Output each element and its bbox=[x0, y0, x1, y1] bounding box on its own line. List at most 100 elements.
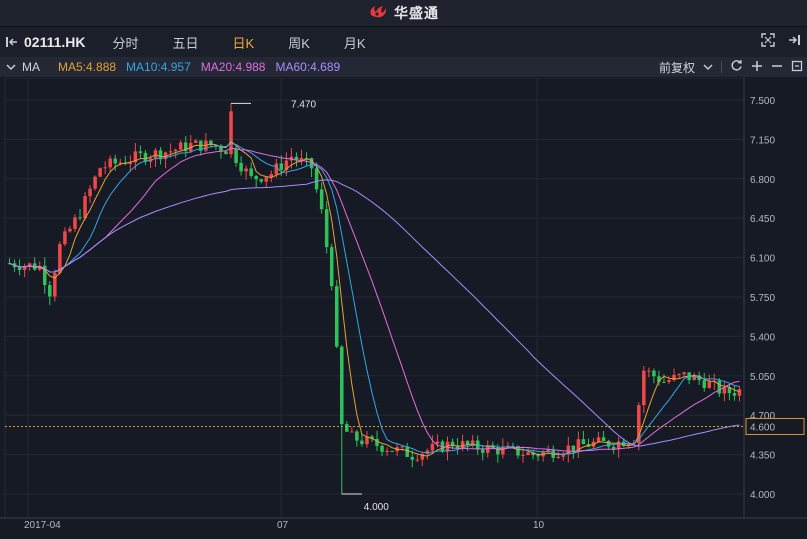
adjust-chevron-down-icon[interactable] bbox=[703, 60, 713, 74]
candle-body bbox=[209, 140, 213, 146]
candle-body bbox=[410, 456, 415, 460]
candle bbox=[642, 366, 646, 414]
chart-annotations: 4.600 7.470 4.000 bbox=[5, 99, 805, 513]
candle bbox=[410, 450, 415, 468]
y-tick-label: 7.500 bbox=[750, 96, 775, 107]
candle-body bbox=[48, 285, 52, 297]
candle-body bbox=[637, 405, 641, 443]
candle-body bbox=[496, 447, 500, 455]
candle-body bbox=[657, 376, 661, 382]
collapse-sidebar-icon[interactable] bbox=[0, 27, 24, 57]
candle-body bbox=[234, 148, 238, 163]
candle-body bbox=[405, 446, 409, 457]
candle-body bbox=[178, 142, 183, 150]
candle-body bbox=[596, 437, 601, 442]
zoom-in-icon[interactable] bbox=[751, 60, 763, 75]
candle bbox=[329, 243, 334, 291]
candle bbox=[269, 170, 274, 183]
candle-body bbox=[269, 173, 274, 178]
candle-body bbox=[501, 446, 505, 455]
candle bbox=[168, 143, 173, 158]
candle bbox=[581, 430, 586, 445]
candle bbox=[521, 446, 525, 463]
candle-body bbox=[324, 209, 329, 248]
y-tick-label: 5.400 bbox=[750, 332, 775, 343]
candle-body bbox=[465, 441, 470, 445]
tab-five-day[interactable]: 五日 bbox=[172, 35, 199, 51]
kline-chart-svg[interactable]: 7.500 7.150 6.800 6.450 6.100 5.750 5.400 5.050… bbox=[0, 77, 807, 534]
brand: 华盛通 bbox=[368, 3, 439, 24]
candle-body bbox=[194, 140, 198, 143]
indicator-name[interactable]: MA bbox=[22, 60, 40, 74]
title-bar: 华盛通 bbox=[0, 0, 807, 27]
candle-body bbox=[531, 452, 535, 456]
candle bbox=[672, 368, 676, 382]
candle bbox=[259, 178, 263, 184]
candle-body bbox=[219, 146, 223, 152]
x-tick-label: 07 bbox=[277, 520, 289, 531]
candle bbox=[340, 345, 344, 494]
fullscreen-icon[interactable] bbox=[761, 32, 775, 52]
candle bbox=[83, 191, 87, 221]
candle bbox=[264, 176, 269, 188]
candle-body bbox=[606, 440, 611, 447]
candle-body bbox=[274, 163, 279, 174]
candle-body bbox=[93, 176, 97, 189]
kline-chart[interactable]: 7.500 7.150 6.800 6.450 6.100 5.750 5.400 5.050… bbox=[0, 77, 807, 534]
candle bbox=[78, 208, 82, 221]
divider bbox=[721, 61, 722, 73]
ma5-label: MA5:4.888 bbox=[58, 60, 117, 74]
candle-body bbox=[727, 387, 732, 394]
current-price-label: 4.600 bbox=[750, 422, 775, 433]
ma5-line bbox=[9, 141, 740, 457]
candle bbox=[571, 445, 576, 459]
expand-panel-icon[interactable] bbox=[787, 33, 801, 52]
moving-average-series bbox=[9, 141, 740, 457]
candle bbox=[717, 378, 722, 398]
zoom-out-icon[interactable] bbox=[771, 60, 783, 75]
candle-body bbox=[113, 158, 117, 164]
tab-monthly-k[interactable]: 月K bbox=[343, 35, 366, 51]
candle-body bbox=[385, 450, 389, 452]
candle bbox=[143, 150, 148, 165]
candle-body bbox=[370, 436, 374, 439]
candle-body bbox=[642, 370, 646, 406]
candle bbox=[163, 151, 168, 169]
tab-weekly-k[interactable]: 周K bbox=[288, 35, 310, 51]
refresh-icon[interactable] bbox=[730, 59, 743, 75]
candle-body bbox=[98, 168, 102, 177]
candle-body bbox=[27, 263, 32, 267]
candle-body bbox=[717, 380, 722, 394]
candle-body bbox=[420, 453, 425, 460]
settings-icon[interactable] bbox=[791, 60, 803, 75]
stock-symbol: 02111.HK bbox=[24, 34, 86, 50]
plot-border bbox=[4, 77, 745, 519]
adjust-mode-select[interactable]: 前复权 bbox=[658, 60, 695, 75]
candle bbox=[662, 374, 666, 383]
candle bbox=[415, 454, 420, 463]
candle-body bbox=[521, 454, 525, 456]
candle-body bbox=[153, 150, 158, 159]
candle bbox=[465, 439, 470, 452]
candle-body bbox=[68, 228, 72, 232]
chevron-down-icon[interactable] bbox=[0, 63, 22, 71]
candle-body bbox=[22, 266, 27, 271]
brand-logo-icon bbox=[368, 3, 388, 24]
y-tick-label: 6.100 bbox=[750, 254, 775, 265]
candle-body bbox=[737, 389, 742, 396]
candle bbox=[229, 103, 233, 158]
candle bbox=[93, 175, 97, 191]
tab-daily-k[interactable]: 日K bbox=[232, 35, 255, 51]
candle bbox=[480, 445, 485, 461]
candle-body bbox=[460, 441, 465, 449]
candle-body bbox=[355, 431, 359, 441]
candle-body bbox=[415, 459, 420, 461]
y-tick-label: 6.450 bbox=[750, 214, 775, 225]
candle-body bbox=[309, 158, 314, 169]
candle bbox=[445, 436, 450, 461]
candle-body bbox=[118, 162, 123, 164]
candle-body bbox=[37, 265, 42, 270]
candle-body bbox=[83, 196, 87, 219]
tab-intraday[interactable]: 分时 bbox=[112, 35, 139, 51]
candle bbox=[249, 162, 253, 179]
